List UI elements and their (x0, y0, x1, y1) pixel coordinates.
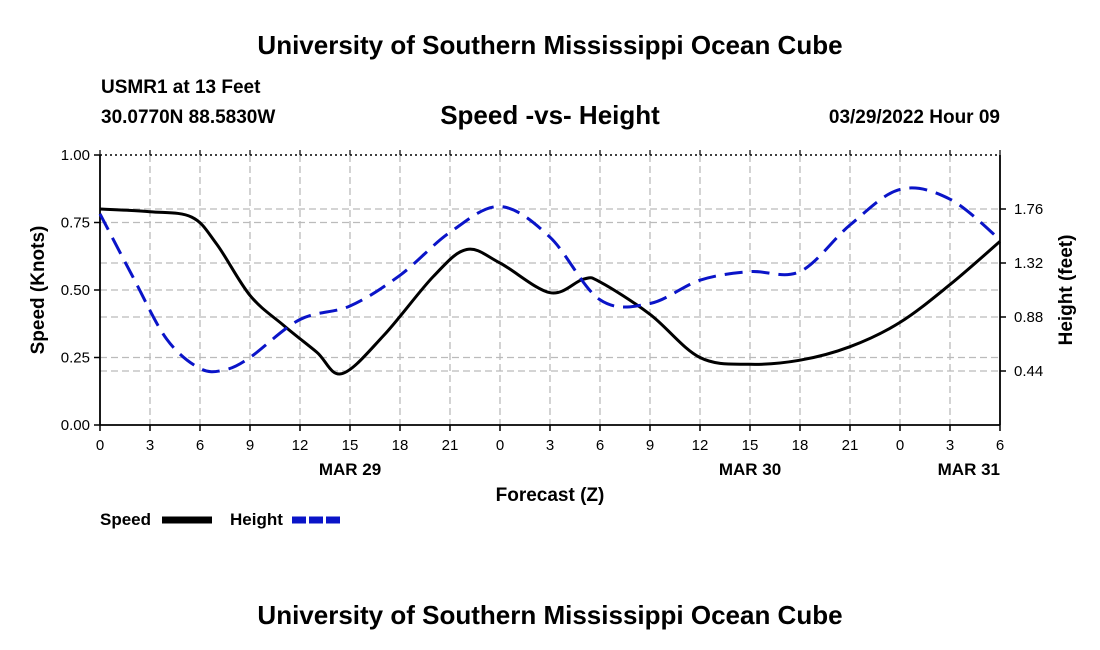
y-tick-label: 0.00 (61, 417, 90, 434)
height-line (98, 186, 1001, 374)
x-tick-label: 12 (692, 437, 709, 454)
x-tick-label: 15 (742, 437, 759, 454)
x-tick-label: 9 (246, 437, 254, 454)
y-tick-label: 0.50 (61, 282, 90, 299)
date-label: MAR 29 (319, 460, 381, 479)
y2-tick-label: 0.44 (1014, 363, 1043, 380)
x-tick-label: 3 (546, 437, 554, 454)
x-tick-label: 3 (946, 437, 954, 454)
axes-layer: 0 3 6 9 12 15 18 21 0 3 6 9 12 15 18 21 0 3 6 0.00 0.25 0.50 0… (28, 147, 1077, 506)
chart-title: Speed -vs- Height (440, 100, 660, 130)
forecast-datetime: 03/29/2022 Hour 09 (828, 107, 1000, 128)
date-label: MAR 31 (938, 460, 1000, 479)
x-tick-label: 18 (792, 437, 809, 454)
x-tick-label: 6 (196, 437, 204, 454)
legend-layer: Speed Height (100, 510, 342, 529)
x-tick-label: 0 (896, 437, 904, 454)
station-name: USMR1 at 13 Feet (101, 77, 261, 98)
x-tick-label: 0 (96, 437, 104, 454)
date-label: MAR 30 (719, 460, 781, 479)
main-title: University of Southern Mississippi Ocean… (257, 30, 843, 60)
x-axis-title: Forecast (Z) (496, 485, 605, 506)
footer-title: University of Southern Mississippi Ocean… (257, 600, 843, 630)
legend-height-label: Height (230, 510, 283, 529)
y2-axis-title: Height (feet) (1056, 235, 1077, 346)
x-tick-label: 15 (342, 437, 359, 454)
x-tick-label: 3 (146, 437, 154, 454)
speed-line (99, 207, 1001, 376)
y-tick-label: 0.75 (61, 215, 90, 232)
series-layer (98, 186, 1001, 376)
x-tick-label: 6 (996, 437, 1004, 454)
y2-tick-label: 0.88 (1014, 309, 1043, 326)
grid-layer (100, 155, 1000, 425)
x-tick-label: 9 (646, 437, 654, 454)
x-tick-label: 6 (596, 437, 604, 454)
y-tick-label: 0.25 (61, 350, 90, 367)
y2-tick-label: 1.76 (1014, 201, 1043, 218)
x-tick-label: 21 (842, 437, 859, 454)
y-axis-title: Speed (Knots) (28, 226, 49, 355)
x-tick-label: 12 (292, 437, 309, 454)
x-tick-label: 0 (496, 437, 504, 454)
station-coordinates: 30.0770N 88.5830W (101, 107, 276, 128)
y2-tick-label: 1.32 (1014, 255, 1043, 272)
x-tick-label: 18 (392, 437, 409, 454)
x-tick-label: 21 (442, 437, 459, 454)
y-tick-label: 1.00 (61, 147, 90, 164)
legend-speed-label: Speed (100, 510, 151, 529)
